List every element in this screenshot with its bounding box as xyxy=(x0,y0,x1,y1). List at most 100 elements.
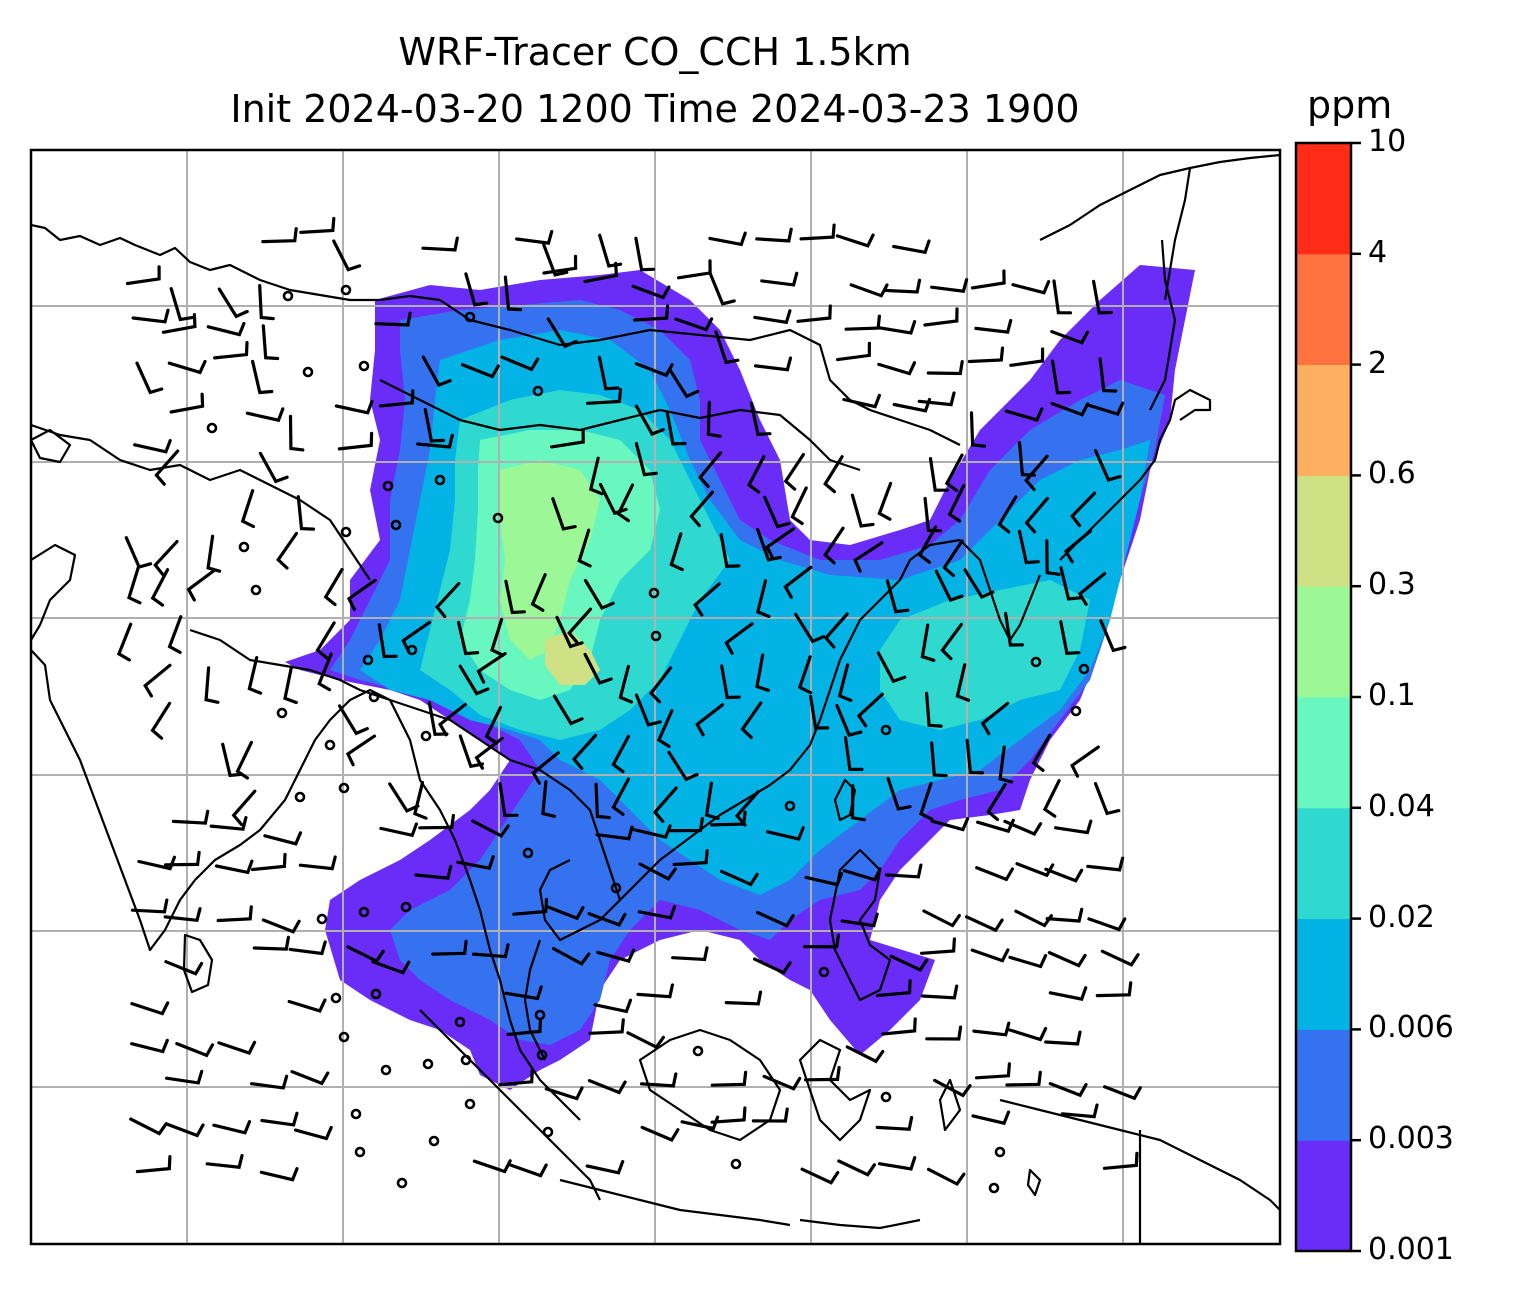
wind-barb xyxy=(221,742,244,778)
wind-barb xyxy=(877,361,917,376)
wind-barb xyxy=(965,738,984,775)
wind-barb xyxy=(588,1018,625,1035)
wind-barb xyxy=(755,227,793,243)
wind-barb xyxy=(840,912,879,928)
wind-barbs xyxy=(116,216,1142,1194)
wind-barb xyxy=(611,734,631,774)
wind-barb xyxy=(734,790,760,827)
wind-barb xyxy=(1044,1030,1082,1046)
map-title-line1: WRF-Tracer CO_CCH 1.5km xyxy=(398,30,912,74)
wind-barb xyxy=(598,482,628,516)
wind-calm-marker xyxy=(302,366,314,378)
wind-calm-marker xyxy=(454,1016,466,1028)
wind-barb xyxy=(165,1069,204,1085)
wind-barb xyxy=(638,862,677,881)
wind-barb xyxy=(216,905,253,923)
wind-barb xyxy=(917,391,956,407)
wind-barb xyxy=(633,304,670,322)
wind-barb xyxy=(877,320,917,335)
wind-barb xyxy=(585,1160,625,1175)
wind-barb xyxy=(964,915,1004,933)
wind-barb xyxy=(710,810,747,827)
wind-barb xyxy=(1077,572,1107,606)
wind-barb xyxy=(175,1042,215,1058)
wind-barb xyxy=(695,703,725,737)
wind-barb xyxy=(751,1107,789,1123)
colorbar-segment xyxy=(1296,1029,1351,1141)
wind-barb xyxy=(251,852,287,872)
wind-calm-marker xyxy=(276,707,288,719)
wind-barb xyxy=(1003,819,1043,837)
wind-calm-marker xyxy=(522,847,534,859)
wind-barb xyxy=(252,935,290,951)
wind-barb xyxy=(923,496,942,533)
wind-barb xyxy=(783,565,813,599)
wind-calm-marker xyxy=(464,311,476,323)
wind-barb xyxy=(850,493,875,528)
wind-barb xyxy=(955,663,971,702)
wind-calm-marker xyxy=(282,290,294,302)
wind-barb xyxy=(125,265,161,286)
wind-barb xyxy=(845,1045,885,1064)
wind-barb xyxy=(640,1125,680,1143)
wind-barb xyxy=(423,408,445,443)
wind-barb xyxy=(544,1086,584,1101)
wind-barb xyxy=(926,360,964,376)
wind-barb xyxy=(1004,407,1044,422)
wind-barb xyxy=(283,665,298,705)
wind-barb xyxy=(317,652,333,692)
wind-barb xyxy=(217,1040,257,1055)
wind-calm-marker xyxy=(434,474,446,486)
wind-barb xyxy=(214,859,254,875)
wind-barb xyxy=(843,736,864,771)
wind-calm-marker xyxy=(818,966,830,978)
wind-barb xyxy=(963,568,995,600)
wind-barb xyxy=(438,702,467,737)
wind-barb xyxy=(261,227,298,244)
wind-barb xyxy=(720,869,759,887)
wind-calm-marker xyxy=(536,1049,548,1061)
wind-barb xyxy=(263,831,303,846)
wind-barb xyxy=(930,278,969,293)
wind-barb xyxy=(530,573,547,612)
wind-barb xyxy=(346,945,385,964)
wind-barb xyxy=(346,578,377,611)
wind-barb xyxy=(942,539,964,578)
wind-calm-marker xyxy=(396,1177,408,1189)
wind-barb xyxy=(490,617,505,657)
wind-barb xyxy=(634,404,665,436)
wind-barb xyxy=(634,442,658,477)
wind-barb xyxy=(1093,782,1121,816)
wind-barb xyxy=(597,355,620,391)
wind-barb xyxy=(917,525,938,564)
wind-barb xyxy=(299,216,336,234)
wind-barb xyxy=(933,1078,972,1098)
coast-hokkaido xyxy=(1149,239,1177,411)
colorbar-unit-label: ppm xyxy=(1307,83,1393,127)
wind-barb xyxy=(484,705,503,745)
wind-barb xyxy=(823,526,845,565)
wind-barb xyxy=(1098,357,1118,393)
wind-barb xyxy=(137,855,176,871)
wind-barb xyxy=(719,533,741,568)
wind-barb xyxy=(755,653,770,692)
wind-barb xyxy=(338,704,369,736)
wind-barb xyxy=(892,239,931,255)
wind-barb xyxy=(997,495,1018,534)
wind-barb xyxy=(724,622,754,655)
wind-barb xyxy=(261,918,301,934)
wind-calm-marker xyxy=(460,1054,472,1066)
wind-barb xyxy=(885,579,910,614)
wind-barb xyxy=(926,1167,966,1187)
wind-barb xyxy=(231,789,257,826)
wind-barb xyxy=(240,489,255,529)
wind-barb xyxy=(287,998,327,1013)
wind-barb xyxy=(506,1017,543,1036)
wind-barb xyxy=(1031,733,1052,772)
coast-northeast xyxy=(1039,153,1280,241)
wind-barb xyxy=(345,734,377,767)
wind-barb xyxy=(1042,779,1061,818)
wind-barb xyxy=(293,1125,333,1141)
wind-barb xyxy=(1050,401,1090,417)
wind-barb xyxy=(464,272,489,307)
